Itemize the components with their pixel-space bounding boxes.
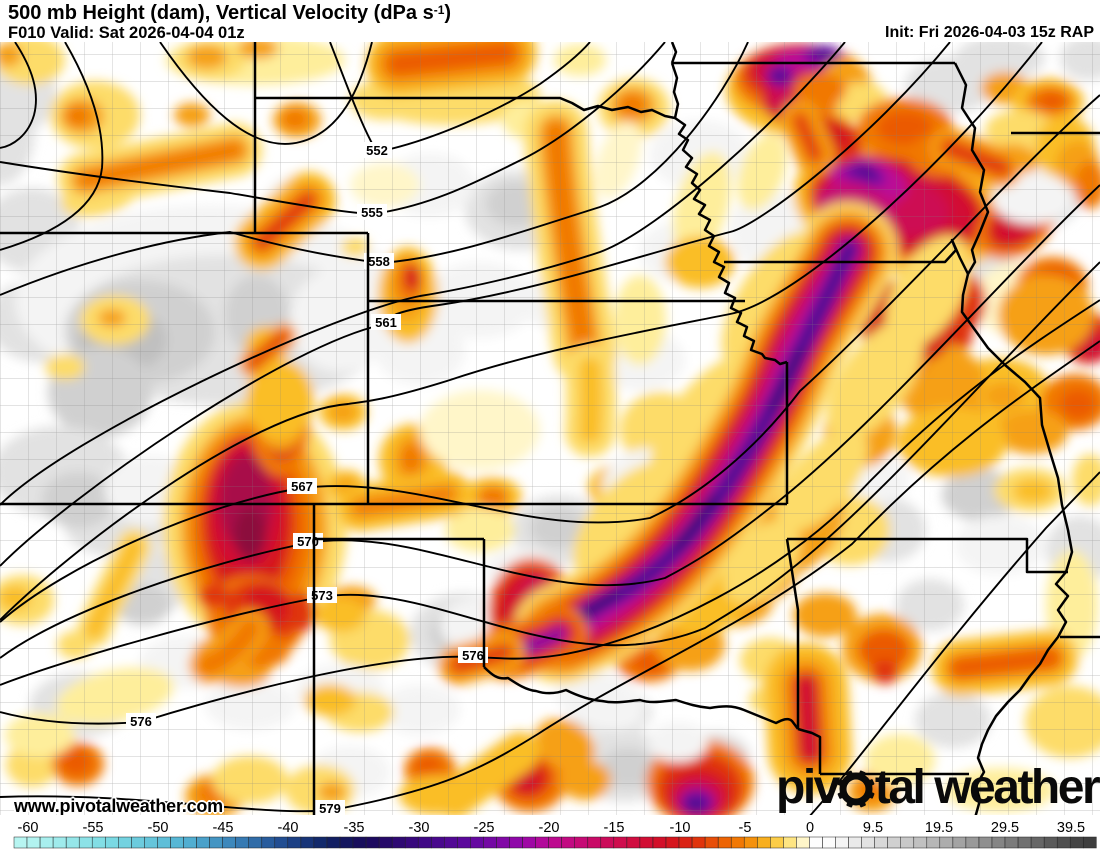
svg-text:570: 570 bbox=[297, 534, 319, 549]
svg-text:-35: -35 bbox=[344, 820, 365, 836]
svg-text:0: 0 bbox=[806, 820, 814, 836]
svg-text:-60: -60 bbox=[18, 820, 39, 836]
svg-text:-25: -25 bbox=[474, 820, 495, 836]
svg-text:39.5: 39.5 bbox=[1057, 820, 1085, 836]
svg-text:29.5: 29.5 bbox=[991, 820, 1019, 836]
svg-text:561: 561 bbox=[375, 315, 397, 330]
svg-text:19.5: 19.5 bbox=[925, 820, 953, 836]
svg-text:-30: -30 bbox=[409, 820, 430, 836]
svg-text:9.5: 9.5 bbox=[863, 820, 883, 836]
svg-text:-10: -10 bbox=[670, 820, 691, 836]
svg-text:-55: -55 bbox=[83, 820, 104, 836]
svg-text:-40: -40 bbox=[278, 820, 299, 836]
svg-text:576: 576 bbox=[130, 714, 152, 729]
svg-text:-50: -50 bbox=[148, 820, 169, 836]
svg-text:567: 567 bbox=[291, 479, 313, 494]
svg-text:552: 552 bbox=[366, 143, 388, 158]
svg-text:-20: -20 bbox=[539, 820, 560, 836]
svg-text:576: 576 bbox=[462, 648, 484, 663]
svg-text:558: 558 bbox=[368, 254, 390, 269]
svg-text:555: 555 bbox=[361, 205, 383, 220]
svg-text:573: 573 bbox=[311, 588, 333, 603]
svg-text:-45: -45 bbox=[213, 820, 234, 836]
svg-text:-15: -15 bbox=[604, 820, 625, 836]
svg-text:579: 579 bbox=[319, 801, 341, 816]
svg-text:-5: -5 bbox=[739, 820, 752, 836]
